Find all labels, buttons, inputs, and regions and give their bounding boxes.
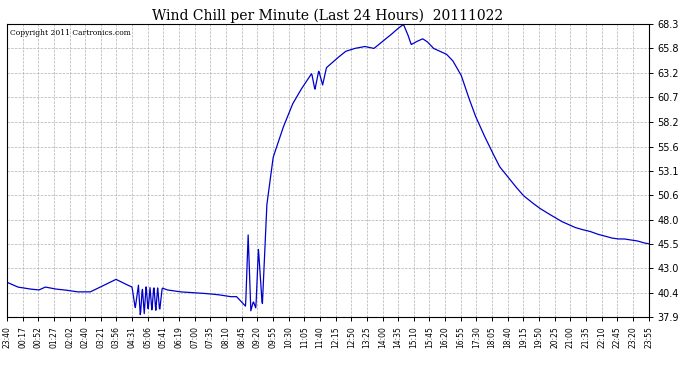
Text: Copyright 2011 Cartronics.com: Copyright 2011 Cartronics.com: [10, 29, 131, 37]
Title: Wind Chill per Minute (Last 24 Hours)  20111022: Wind Chill per Minute (Last 24 Hours) 20…: [152, 9, 503, 23]
